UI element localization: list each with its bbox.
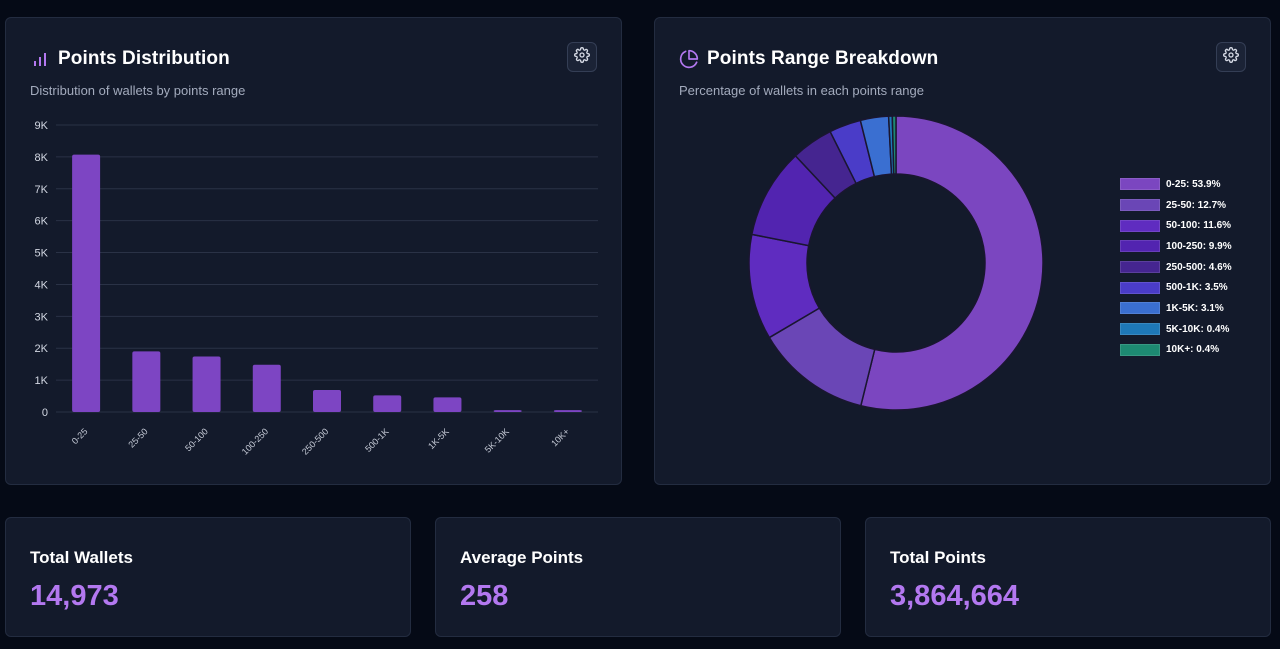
y-tick-label: 8K bbox=[35, 152, 49, 164]
legend-label: 1K-5K: 3.1% bbox=[1166, 302, 1224, 314]
x-tick-label: 10K+ bbox=[549, 426, 571, 448]
legend-item[interactable]: 5K-10K: 0.4% bbox=[1120, 319, 1232, 340]
donut-slice[interactable] bbox=[891, 115, 897, 175]
x-tick-label: 500-1K bbox=[363, 426, 391, 454]
y-tick-label: 4K bbox=[35, 279, 49, 291]
bar[interactable] bbox=[252, 364, 281, 412]
y-tick-label: 5K bbox=[35, 248, 49, 260]
donut-slice[interactable] bbox=[859, 115, 1044, 411]
legend-swatch bbox=[1120, 281, 1160, 294]
bar[interactable] bbox=[132, 351, 161, 412]
legend-label: 500-1K: 3.5% bbox=[1166, 282, 1228, 294]
x-tick-label: 100-250 bbox=[240, 426, 270, 456]
average-points-card: Average Points 258 bbox=[435, 517, 841, 637]
bar[interactable] bbox=[553, 410, 582, 412]
breakdown-settings-button[interactable] bbox=[1216, 42, 1246, 72]
y-tick-label: 6K bbox=[35, 216, 49, 228]
distribution-settings-button[interactable] bbox=[567, 42, 597, 72]
legend-swatch bbox=[1120, 261, 1160, 274]
gear-icon bbox=[574, 46, 590, 68]
legend-swatch bbox=[1120, 240, 1160, 253]
x-tick-label: 25-50 bbox=[126, 426, 149, 449]
y-tick-label: 3K bbox=[35, 311, 49, 323]
gear-icon bbox=[1223, 46, 1239, 68]
bar[interactable] bbox=[72, 154, 101, 412]
total-wallets-card: Total Wallets 14,973 bbox=[5, 517, 411, 637]
x-tick-label: 0-25 bbox=[70, 426, 90, 446]
legend-item[interactable]: 500-1K: 3.5% bbox=[1120, 277, 1232, 298]
legend-swatch bbox=[1120, 302, 1160, 315]
points-range-donut-chart bbox=[748, 115, 1044, 411]
legend-swatch bbox=[1120, 219, 1160, 232]
legend-label: 0-25: 53.9% bbox=[1166, 178, 1221, 190]
legend-item[interactable]: 100-250: 9.9% bbox=[1120, 236, 1232, 257]
legend-swatch bbox=[1120, 343, 1160, 356]
bar[interactable] bbox=[313, 389, 341, 412]
bar-chart-icon bbox=[30, 49, 50, 69]
legend-label: 100-250: 9.9% bbox=[1166, 240, 1232, 252]
legend-item[interactable]: 1K-5K: 3.1% bbox=[1120, 298, 1232, 319]
legend-item[interactable]: 0-25: 53.9% bbox=[1120, 174, 1232, 195]
points-range-breakdown-title: Points Range Breakdown bbox=[679, 48, 938, 70]
bar[interactable] bbox=[433, 397, 462, 412]
bar[interactable] bbox=[493, 410, 522, 412]
pie-chart-icon bbox=[679, 49, 699, 69]
total-points-card: Total Points 3,864,664 bbox=[865, 517, 1271, 637]
y-tick-label: 7K bbox=[35, 184, 49, 196]
average-points-value: 258 bbox=[460, 580, 509, 612]
points-distribution-title-text: Points Distribution bbox=[58, 48, 230, 69]
legend-item[interactable]: 10K+: 0.4% bbox=[1120, 340, 1232, 361]
bar[interactable] bbox=[192, 356, 221, 412]
points-distribution-bar-chart: 0 1K 2K 3K 4K 5K 6K 7K 8K 9K 0-25 25-50 50-100 100-25… bbox=[35, 120, 598, 457]
legend-swatch bbox=[1120, 199, 1160, 212]
x-tick-label: 5K-10K bbox=[483, 426, 511, 454]
points-distribution-subtitle: Distribution of wallets by points range bbox=[30, 83, 246, 98]
legend-label: 5K-10K: 0.4% bbox=[1166, 323, 1230, 335]
y-tick-label: 2K bbox=[35, 343, 49, 355]
total-points-label: Total Points bbox=[890, 548, 987, 567]
total-wallets-label: Total Wallets bbox=[30, 548, 133, 567]
legend-label: 50-100: 11.6% bbox=[1166, 220, 1232, 232]
legend-item[interactable]: 250-500: 4.6% bbox=[1120, 257, 1232, 278]
legend-item[interactable]: 25-50: 12.7% bbox=[1120, 195, 1232, 216]
legend-item[interactable]: 50-100: 11.6% bbox=[1120, 215, 1232, 236]
x-tick-label: 1K-5K bbox=[426, 426, 451, 451]
legend-swatch bbox=[1120, 178, 1160, 191]
legend-swatch bbox=[1120, 323, 1160, 336]
y-tick-label: 9K bbox=[35, 120, 49, 132]
y-tick-label: 1K bbox=[35, 375, 49, 387]
x-tick-label: 250-500 bbox=[300, 426, 330, 456]
points-range-breakdown-card: Points Range Breakdown Percentage of wal… bbox=[654, 17, 1271, 485]
x-tick-label: 50-100 bbox=[183, 426, 210, 453]
points-range-breakdown-subtitle: Percentage of wallets in each points ran… bbox=[679, 83, 924, 98]
legend-label: 25-50: 12.7% bbox=[1166, 199, 1227, 211]
legend-label: 250-500: 4.6% bbox=[1166, 261, 1232, 273]
points-distribution-card: Points Distribution Distribution of wall… bbox=[5, 17, 622, 485]
legend-label: 10K+: 0.4% bbox=[1166, 344, 1220, 356]
average-points-label: Average Points bbox=[460, 548, 584, 567]
points-range-breakdown-title-text: Points Range Breakdown bbox=[707, 48, 939, 69]
y-tick-label: 0 bbox=[42, 407, 48, 419]
total-wallets-value: 14,973 bbox=[30, 580, 119, 612]
bar[interactable] bbox=[373, 395, 402, 412]
total-points-value: 3,864,664 bbox=[890, 580, 1020, 612]
points-distribution-title: Points Distribution bbox=[30, 48, 230, 70]
donut-legend: 0-25: 53.9% 25-50: 12.7% 50-100: 11.6% 100-… bbox=[1120, 174, 1232, 360]
